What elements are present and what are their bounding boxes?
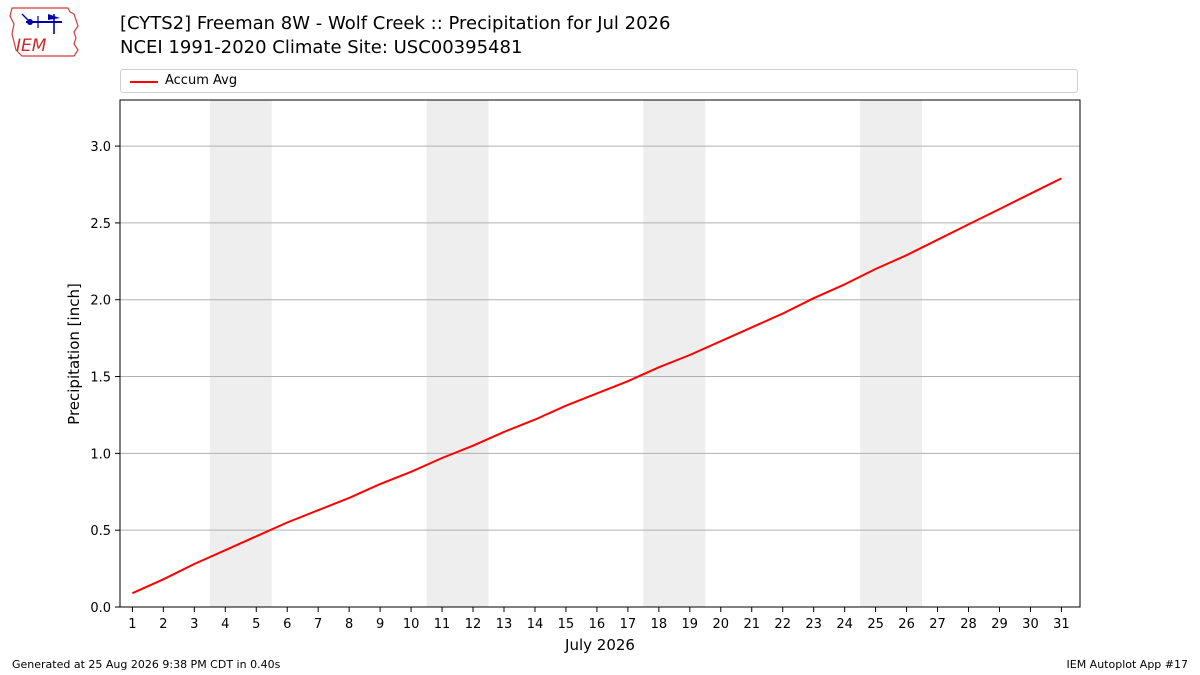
series-layer (131, 177, 1062, 595)
data-point-day-24 (844, 283, 846, 285)
x-tick-label-10: 11 (434, 617, 451, 632)
data-point-day-25 (875, 268, 877, 270)
y-tick-label-4: 2.0 (90, 294, 111, 309)
x-tick-label-4: 5 (252, 617, 260, 632)
data-point-day-16 (596, 392, 598, 394)
x-axis-label: July 2026 (564, 636, 635, 654)
data-point-day-26 (906, 254, 908, 256)
x-tick-label-1: 2 (159, 617, 167, 632)
weekend-band-1 (209, 100, 272, 607)
data-point-day-21 (751, 326, 753, 328)
x-tick-label-9: 10 (403, 617, 420, 632)
data-point-day-15 (565, 405, 567, 407)
data-point-day-28 (968, 223, 970, 225)
footer-generated: Generated at 25 Aug 2026 9:38 PM CDT in … (12, 658, 281, 671)
plot-frame (119, 99, 1081, 608)
data-point-day-19 (689, 354, 691, 356)
data-point-day-10 (410, 471, 412, 473)
x-tick-label-7: 8 (345, 617, 353, 632)
x-tick-label-11: 12 (465, 617, 482, 632)
x-tick-label-23: 24 (836, 617, 853, 632)
y-axis: 0.0 0.5 1.0 1.5 2.0 2.5 3.0 (90, 140, 120, 616)
x-tick-label-13: 14 (527, 617, 544, 632)
state-outline-icon (9, 7, 79, 57)
x-tick-label-26: 27 (929, 617, 946, 632)
data-point-day-17 (627, 380, 629, 382)
x-tick-label-16: 17 (620, 617, 637, 632)
weekend-bands (209, 100, 923, 607)
x-tick-label-30: 31 (1053, 617, 1070, 632)
x-tick-label-5: 6 (283, 617, 291, 632)
y-tick-label-6: 3.0 (90, 140, 111, 155)
data-point-day-23 (813, 297, 815, 299)
iem-logo: IEM (9, 7, 79, 57)
x-tick-label-28: 29 (991, 617, 1008, 632)
data-point-day-8 (348, 497, 350, 499)
data-point-day-2 (162, 578, 164, 580)
data-point-day-5 (255, 535, 257, 537)
legend-label-accum-avg: Accum Avg (165, 73, 238, 88)
y-tick-label-2: 1.0 (90, 447, 111, 462)
data-point-day-14 (534, 419, 536, 421)
data-point-day-7 (317, 509, 319, 511)
data-point-day-22 (782, 313, 784, 315)
x-tick-label-18: 19 (682, 617, 699, 632)
gridlines (120, 145, 1080, 531)
y-tick-label-1: 0.5 (90, 524, 111, 539)
data-point-day-18 (658, 366, 660, 368)
data-point-day-27 (937, 239, 939, 241)
data-point-day-11 (441, 457, 443, 459)
x-tick-label-22: 23 (805, 617, 822, 632)
x-tick-label-19: 20 (713, 617, 730, 632)
x-tick-label-29: 30 (1022, 617, 1039, 632)
x-tick-label-3: 4 (221, 617, 229, 632)
y-tick-label-0: 0.0 (90, 601, 111, 616)
x-tick-label-8: 9 (376, 617, 384, 632)
weekend-band-4 (860, 100, 923, 607)
y-tick-label-5: 2.5 (90, 217, 111, 232)
data-point-day-30 (1029, 193, 1031, 195)
data-point-day-9 (379, 483, 381, 485)
x-tick-label-20: 21 (743, 617, 760, 632)
x-tick-label-0: 1 (128, 617, 136, 632)
y-axis-label: Precipitation [inch] (65, 283, 83, 425)
weather-station-icon (21, 13, 62, 34)
data-point-day-1 (131, 592, 133, 594)
weekend-band-2 (426, 100, 489, 607)
data-point-day-29 (998, 208, 1000, 210)
chart-subtitle: NCEI 1991-2020 Climate Site: USC00395481 (120, 37, 523, 58)
data-point-day-31 (1060, 177, 1062, 179)
data-point-day-6 (286, 522, 288, 524)
x-tick-label-2: 3 (190, 617, 198, 632)
x-tick-label-25: 26 (898, 617, 915, 632)
x-tick-label-17: 18 (651, 617, 668, 632)
x-tick-label-15: 16 (589, 617, 606, 632)
x-axis: 1 2 3 4 5 6 7 8 9 10 11 12 13 14 15 16 17 18 19 20 21 22 23 24 2… (128, 607, 1070, 632)
y-tick-label-3: 1.5 (90, 371, 111, 386)
data-point-day-4 (224, 549, 226, 551)
logo-text: IEM (16, 36, 47, 56)
data-point-day-20 (720, 340, 722, 342)
legend-swatch-accum-avg (130, 81, 158, 83)
x-tick-label-14: 15 (558, 617, 575, 632)
series-line-accum-avg (131, 177, 1062, 595)
footer-app: IEM Autoplot App #17 (1066, 658, 1189, 671)
x-tick-label-24: 25 (867, 617, 884, 632)
chart-title: [CYTS2] Freeman 8W - Wolf Creek :: Preci… (120, 13, 671, 34)
x-tick-label-12: 13 (496, 617, 513, 632)
x-tick-label-21: 22 (774, 617, 791, 632)
weekend-band-3 (643, 100, 706, 607)
legend: Accum Avg (120, 69, 1078, 93)
data-point-day-12 (472, 445, 474, 447)
x-tick-label-27: 28 (960, 617, 977, 632)
data-point-day-13 (503, 431, 505, 433)
data-point-day-3 (193, 563, 195, 565)
x-tick-label-6: 7 (314, 617, 322, 632)
